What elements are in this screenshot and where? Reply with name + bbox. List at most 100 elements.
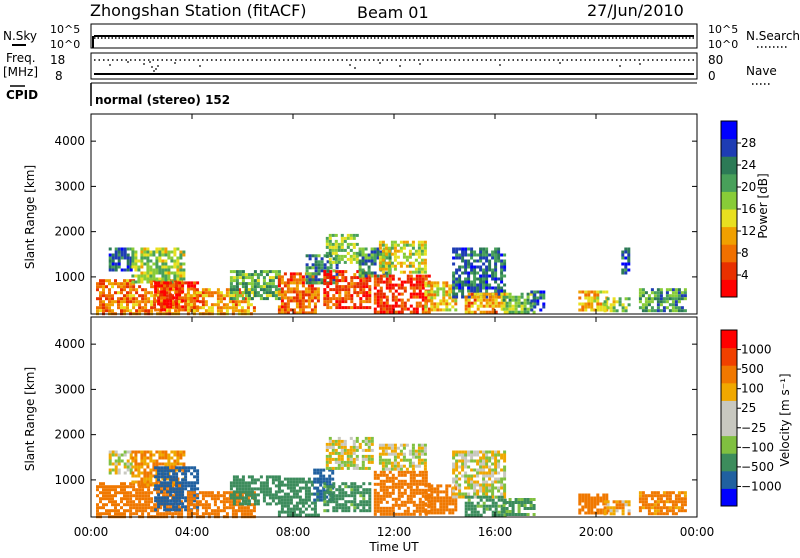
heatmap-cell bbox=[467, 501, 471, 505]
heatmap-cell bbox=[387, 461, 391, 465]
heatmap-cell bbox=[225, 497, 229, 501]
heatmap-cell bbox=[488, 474, 492, 478]
heatmap-cell bbox=[316, 287, 320, 291]
heatmap-cell bbox=[180, 512, 184, 516]
heatmap-cell bbox=[129, 297, 133, 301]
heatmap-cell bbox=[494, 274, 498, 278]
heatmap-cell bbox=[132, 500, 136, 504]
heatmap-cell bbox=[181, 484, 185, 488]
heatmap-cell bbox=[403, 488, 407, 492]
heatmap-cell bbox=[173, 271, 177, 275]
heatmap-cell bbox=[494, 268, 498, 272]
heatmap-cell bbox=[179, 450, 183, 454]
heatmap-cell bbox=[638, 491, 642, 495]
heatmap-cell bbox=[154, 290, 158, 294]
heatmap-cell bbox=[415, 491, 419, 495]
heatmap-cell bbox=[376, 310, 380, 314]
heatmap-cell bbox=[295, 501, 299, 505]
heatmap-cell bbox=[388, 277, 392, 281]
heatmap-cell bbox=[445, 502, 449, 506]
heatmap-cell bbox=[247, 288, 251, 292]
heatmap-cell bbox=[491, 310, 495, 314]
heatmap-cell bbox=[182, 450, 186, 454]
heatmap-cell bbox=[455, 480, 459, 484]
heatmap-cell bbox=[615, 509, 619, 513]
heatmap-cell bbox=[385, 488, 389, 492]
heatmap-cell bbox=[123, 471, 127, 475]
heatmap-cell bbox=[479, 486, 483, 490]
heatmap-cell bbox=[334, 448, 338, 452]
heatmap-cell bbox=[361, 271, 365, 275]
heatmap-cell bbox=[341, 494, 345, 498]
heatmap-cell bbox=[216, 512, 220, 516]
heatmap-cell bbox=[458, 465, 462, 469]
heatmap-cell bbox=[464, 250, 468, 254]
heatmap-cell bbox=[400, 503, 404, 507]
heatmap-cell bbox=[659, 300, 663, 304]
heatmap-cell bbox=[530, 290, 534, 294]
heatmap-cell bbox=[464, 459, 468, 463]
heatmap-cell bbox=[482, 247, 486, 251]
heatmap-cell bbox=[461, 253, 465, 257]
heatmap-cell bbox=[381, 267, 385, 271]
heatmap-cell bbox=[362, 488, 366, 492]
heatmap-cell bbox=[358, 445, 362, 449]
heatmap-cell bbox=[470, 495, 474, 499]
heatmap-cell bbox=[337, 460, 341, 464]
heatmap-cell bbox=[621, 512, 625, 516]
heatmap-cell bbox=[143, 253, 147, 257]
heatmap-cell bbox=[346, 236, 350, 240]
heatmap-cell bbox=[467, 477, 471, 481]
heatmap-cell bbox=[656, 294, 660, 298]
heatmap-cell bbox=[523, 307, 527, 311]
heatmap-cell bbox=[120, 459, 124, 463]
heatmap-cell bbox=[96, 285, 99, 289]
heatmap-cell bbox=[683, 491, 687, 495]
heatmap-cell bbox=[430, 293, 434, 297]
heatmap-cell bbox=[178, 496, 182, 500]
heatmap-cell bbox=[216, 306, 220, 310]
heatmap-cell bbox=[244, 490, 248, 494]
heatmap-cell bbox=[346, 451, 350, 455]
heatmap-cell bbox=[624, 247, 628, 251]
heatmap-cell bbox=[329, 297, 333, 301]
heatmap-cell bbox=[157, 296, 161, 300]
heatmap-cell bbox=[353, 288, 357, 292]
heatmap-cell bbox=[587, 302, 591, 306]
heatmap-cell bbox=[129, 491, 133, 495]
heatmap-cell bbox=[253, 499, 257, 503]
heatmap-cell bbox=[111, 485, 114, 489]
heatmap-cell bbox=[329, 500, 333, 504]
heatmap-cell bbox=[644, 497, 648, 501]
heatmap-cell bbox=[167, 265, 171, 269]
heatmap-cell bbox=[411, 261, 415, 265]
heatmap-cell bbox=[683, 509, 687, 513]
heatmap-cell bbox=[402, 455, 406, 459]
heatmap-cell bbox=[467, 298, 471, 302]
heatmap-cell bbox=[161, 274, 165, 278]
heatmap-cell bbox=[587, 505, 591, 509]
heatmap-cell bbox=[503, 301, 507, 305]
heatmap-cell bbox=[482, 510, 486, 514]
heatmap-cell bbox=[674, 497, 678, 501]
heatmap-cell bbox=[102, 294, 105, 298]
heatmap-cell bbox=[593, 290, 597, 294]
heatmap-cell bbox=[464, 462, 468, 466]
heatmap-cell bbox=[394, 298, 398, 302]
heatmap-cell bbox=[307, 504, 311, 508]
heatmap-cell bbox=[464, 253, 468, 257]
heatmap-cell bbox=[172, 475, 176, 479]
heatmap-cell bbox=[184, 475, 188, 479]
heatmap-cell bbox=[229, 481, 233, 485]
heatmap-cell bbox=[129, 506, 133, 510]
heatmap-cell bbox=[192, 491, 196, 495]
heatmap-cell bbox=[195, 494, 199, 498]
heatmap-cell bbox=[452, 462, 456, 466]
heatmap-cell bbox=[470, 501, 474, 505]
heatmap-cell bbox=[176, 459, 180, 463]
heatmap-cell bbox=[243, 309, 247, 313]
heatmap-cell bbox=[436, 508, 440, 512]
heatmap-cell bbox=[325, 495, 329, 499]
heatmap-cell bbox=[433, 505, 437, 509]
heatmap-cell bbox=[343, 254, 347, 258]
